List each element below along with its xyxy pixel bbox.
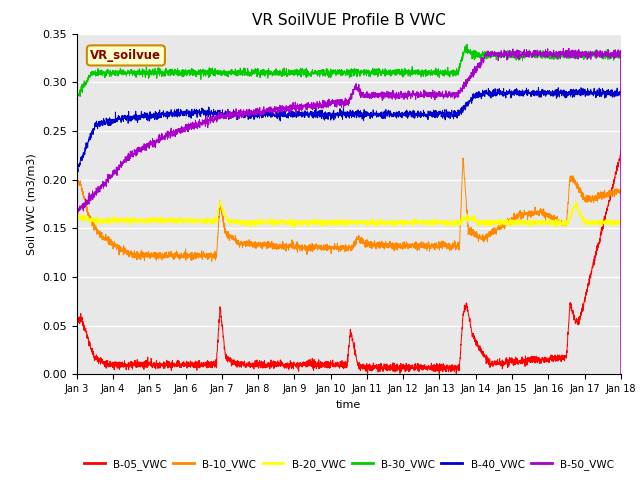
B-20_VWC bbox=[305, 223, 313, 228]
Line: B-50_VWC: B-50_VWC bbox=[77, 48, 621, 374]
Line: B-30_VWC: B-30_VWC bbox=[77, 44, 621, 96]
B-10_VWC bbox=[459, 155, 467, 161]
B-20_VWC bbox=[289, 225, 296, 230]
B-30_VWC bbox=[463, 41, 471, 47]
B-20_VWC bbox=[216, 197, 224, 203]
B-05_VWC bbox=[167, 364, 175, 370]
Line: B-20_VWC: B-20_VWC bbox=[77, 200, 621, 228]
B-20_VWC bbox=[548, 217, 556, 223]
B-05_VWC bbox=[548, 356, 556, 361]
Line: B-10_VWC: B-10_VWC bbox=[77, 158, 621, 262]
B-40_VWC bbox=[305, 110, 313, 116]
B-10_VWC bbox=[73, 180, 81, 185]
B-30_VWC bbox=[282, 72, 289, 77]
B-05_VWC bbox=[282, 364, 289, 370]
B-10_VWC bbox=[208, 259, 216, 264]
B-05_VWC bbox=[364, 372, 371, 377]
B-05_VWC bbox=[617, 147, 625, 153]
B-20_VWC bbox=[73, 213, 81, 219]
B-50_VWC bbox=[305, 104, 313, 110]
Text: VR_soilvue: VR_soilvue bbox=[90, 49, 161, 62]
B-05_VWC bbox=[607, 195, 614, 201]
B-40_VWC bbox=[74, 170, 81, 176]
B-10_VWC bbox=[617, 187, 625, 193]
B-10_VWC bbox=[282, 245, 289, 251]
B-40_VWC bbox=[73, 164, 81, 170]
B-10_VWC bbox=[167, 251, 175, 256]
B-50_VWC bbox=[167, 125, 175, 131]
B-30_VWC bbox=[607, 54, 614, 60]
B-40_VWC bbox=[135, 116, 143, 121]
Line: B-05_VWC: B-05_VWC bbox=[77, 150, 621, 374]
B-20_VWC bbox=[167, 218, 175, 224]
B-50_VWC bbox=[617, 372, 625, 377]
B-30_VWC bbox=[73, 85, 81, 91]
B-10_VWC bbox=[135, 254, 143, 260]
B-50_VWC bbox=[73, 205, 81, 211]
B-30_VWC bbox=[168, 72, 175, 78]
B-40_VWC bbox=[282, 112, 289, 118]
Y-axis label: Soil VWC (m3/m3): Soil VWC (m3/m3) bbox=[27, 153, 36, 255]
B-10_VWC bbox=[548, 213, 556, 219]
B-40_VWC bbox=[168, 111, 175, 117]
B-50_VWC bbox=[565, 46, 573, 51]
B-10_VWC bbox=[607, 189, 614, 194]
Legend: B-05_VWC, B-10_VWC, B-20_VWC, B-30_VWC, B-40_VWC, B-50_VWC: B-05_VWC, B-10_VWC, B-20_VWC, B-30_VWC, … bbox=[79, 455, 618, 474]
B-30_VWC bbox=[305, 71, 313, 76]
B-50_VWC bbox=[282, 105, 289, 110]
B-20_VWC bbox=[135, 216, 143, 222]
B-50_VWC bbox=[548, 51, 556, 57]
B-40_VWC bbox=[548, 89, 556, 95]
B-50_VWC bbox=[135, 146, 143, 152]
B-40_VWC bbox=[534, 84, 542, 90]
B-10_VWC bbox=[305, 247, 313, 252]
B-40_VWC bbox=[617, 94, 625, 99]
B-05_VWC bbox=[73, 317, 81, 323]
B-30_VWC bbox=[617, 55, 625, 61]
X-axis label: time: time bbox=[336, 400, 362, 409]
B-20_VWC bbox=[617, 221, 625, 227]
B-50_VWC bbox=[607, 52, 614, 58]
B-30_VWC bbox=[76, 94, 84, 99]
B-05_VWC bbox=[135, 363, 143, 369]
B-20_VWC bbox=[607, 217, 614, 223]
B-20_VWC bbox=[282, 221, 289, 227]
B-40_VWC bbox=[607, 89, 614, 95]
Line: B-40_VWC: B-40_VWC bbox=[77, 87, 621, 173]
B-30_VWC bbox=[548, 54, 556, 60]
B-30_VWC bbox=[135, 68, 143, 73]
Title: VR SoilVUE Profile B VWC: VR SoilVUE Profile B VWC bbox=[252, 13, 445, 28]
B-05_VWC bbox=[305, 361, 313, 367]
